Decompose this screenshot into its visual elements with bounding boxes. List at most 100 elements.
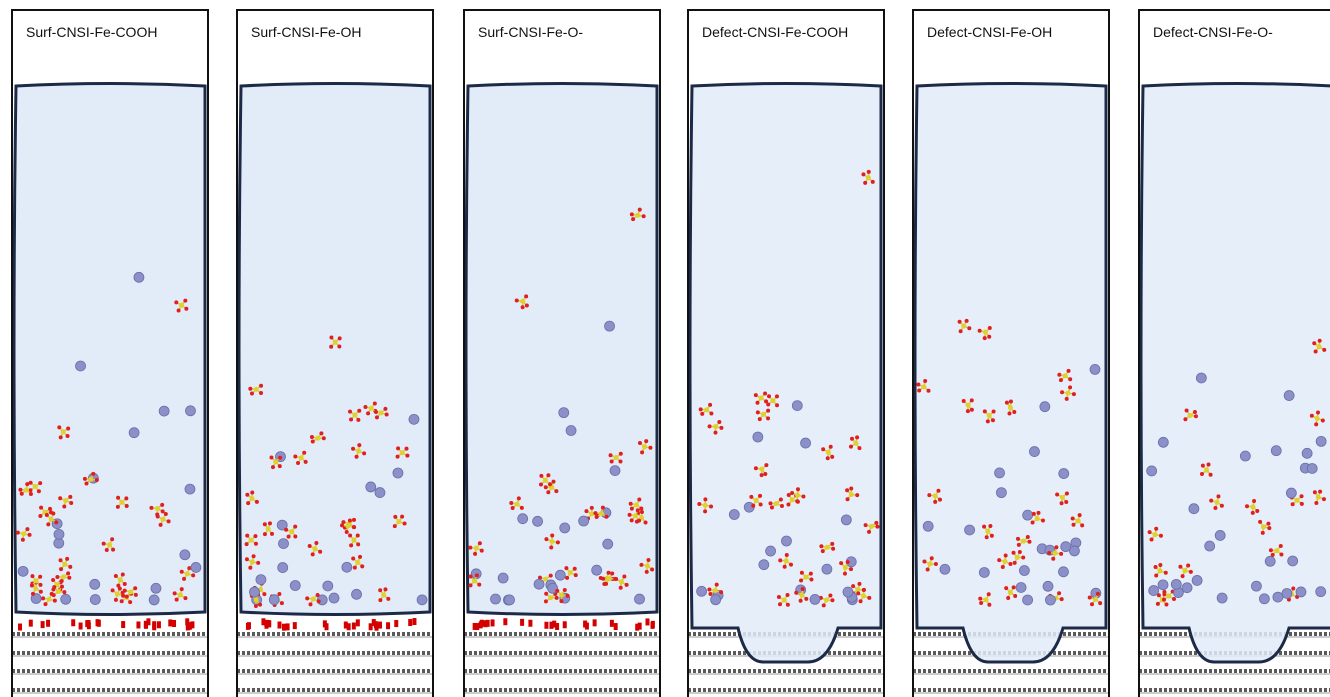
sulfur <box>824 598 829 603</box>
oxygen <box>18 488 22 492</box>
oxygen <box>405 454 409 458</box>
oxygen <box>174 300 178 304</box>
oxygen <box>715 583 719 587</box>
oxygen <box>52 593 56 597</box>
cation <box>159 406 169 416</box>
functional-group <box>480 620 484 627</box>
oxygen <box>1194 414 1198 418</box>
functional-group <box>246 623 250 630</box>
oxygen <box>287 535 291 539</box>
oxygen <box>125 504 129 508</box>
cation <box>566 426 576 436</box>
cation <box>1302 448 1312 458</box>
oxygen <box>52 585 56 589</box>
oxygen <box>128 600 132 604</box>
oxygen <box>650 568 654 572</box>
sulfur <box>1093 597 1098 602</box>
cation <box>1282 588 1292 598</box>
sulfur <box>1076 518 1081 523</box>
oxygen <box>1064 500 1068 504</box>
oxygen <box>524 294 528 298</box>
oxygen <box>863 181 867 185</box>
sulfur <box>266 527 271 532</box>
oxygen <box>374 410 378 414</box>
sulfur <box>985 529 990 534</box>
oxygen <box>1018 550 1022 554</box>
oxygen <box>856 591 860 595</box>
cation <box>603 539 613 549</box>
oxygen <box>1245 504 1249 508</box>
oxygen <box>796 487 800 491</box>
cation <box>342 562 352 572</box>
panel: Defect-CNSI-Fe-OH <box>913 10 1109 697</box>
sulfur <box>128 590 133 595</box>
oxygen <box>821 549 825 553</box>
cation <box>1217 593 1227 603</box>
oxygen <box>779 498 783 502</box>
oxygen <box>366 411 370 415</box>
oxygen <box>1016 537 1020 541</box>
sulfur <box>784 558 789 563</box>
oxygen <box>175 598 179 602</box>
oxygen <box>864 523 868 527</box>
oxygen <box>990 534 994 538</box>
oxygen <box>59 435 63 439</box>
oxygen <box>546 473 550 477</box>
oxygen <box>110 537 114 541</box>
oxygen <box>708 403 712 407</box>
cation <box>1316 587 1326 597</box>
sulfur <box>1261 524 1266 529</box>
oxygen <box>628 513 632 517</box>
functional-group <box>85 620 89 627</box>
oxygen <box>349 418 353 422</box>
oxygen <box>1060 501 1064 505</box>
oxygen <box>1031 520 1035 524</box>
sulfur <box>178 592 183 597</box>
sulfur <box>1215 500 1220 505</box>
oxygen <box>800 571 804 575</box>
oxygen <box>1312 341 1316 345</box>
oxygen <box>182 577 186 581</box>
sulfur <box>704 407 709 412</box>
sulfur <box>1015 555 1020 560</box>
oxygen <box>262 592 266 596</box>
sulfur <box>47 597 52 602</box>
oxygen <box>559 599 563 603</box>
oxygen <box>160 503 164 507</box>
oxygen <box>183 299 187 303</box>
functional-group <box>152 623 156 630</box>
oxygen <box>703 509 707 513</box>
oxygen <box>517 496 521 500</box>
oxygen <box>25 482 29 486</box>
functional-group <box>651 621 655 628</box>
oxygen <box>644 439 648 443</box>
oxygen <box>475 573 479 577</box>
cation <box>753 432 763 442</box>
sulfur <box>378 410 383 415</box>
oxygen <box>280 601 284 605</box>
oxygen <box>123 582 127 586</box>
oxygen <box>1004 553 1008 557</box>
oxygen <box>125 595 129 599</box>
oxygen <box>751 504 755 508</box>
oxygen <box>555 589 559 593</box>
panel: Surf-CNSI-Fe-O- <box>464 10 660 697</box>
oxygen <box>936 489 940 493</box>
oxygen <box>778 558 782 562</box>
oxygen <box>468 546 472 550</box>
cation <box>54 529 64 539</box>
oxygen <box>719 590 723 594</box>
cation <box>1149 586 1159 596</box>
oxygen <box>555 596 559 600</box>
oxygen <box>66 426 70 430</box>
oxygen <box>1252 499 1256 503</box>
cation <box>1023 595 1033 605</box>
oxygen <box>358 555 362 559</box>
oxygen <box>1060 390 1064 394</box>
oxygen <box>259 391 263 395</box>
oxygen <box>1251 511 1255 515</box>
oxygen <box>183 596 187 600</box>
oxygen <box>714 431 718 435</box>
oxygen <box>37 489 41 493</box>
oxygen <box>1036 511 1040 515</box>
